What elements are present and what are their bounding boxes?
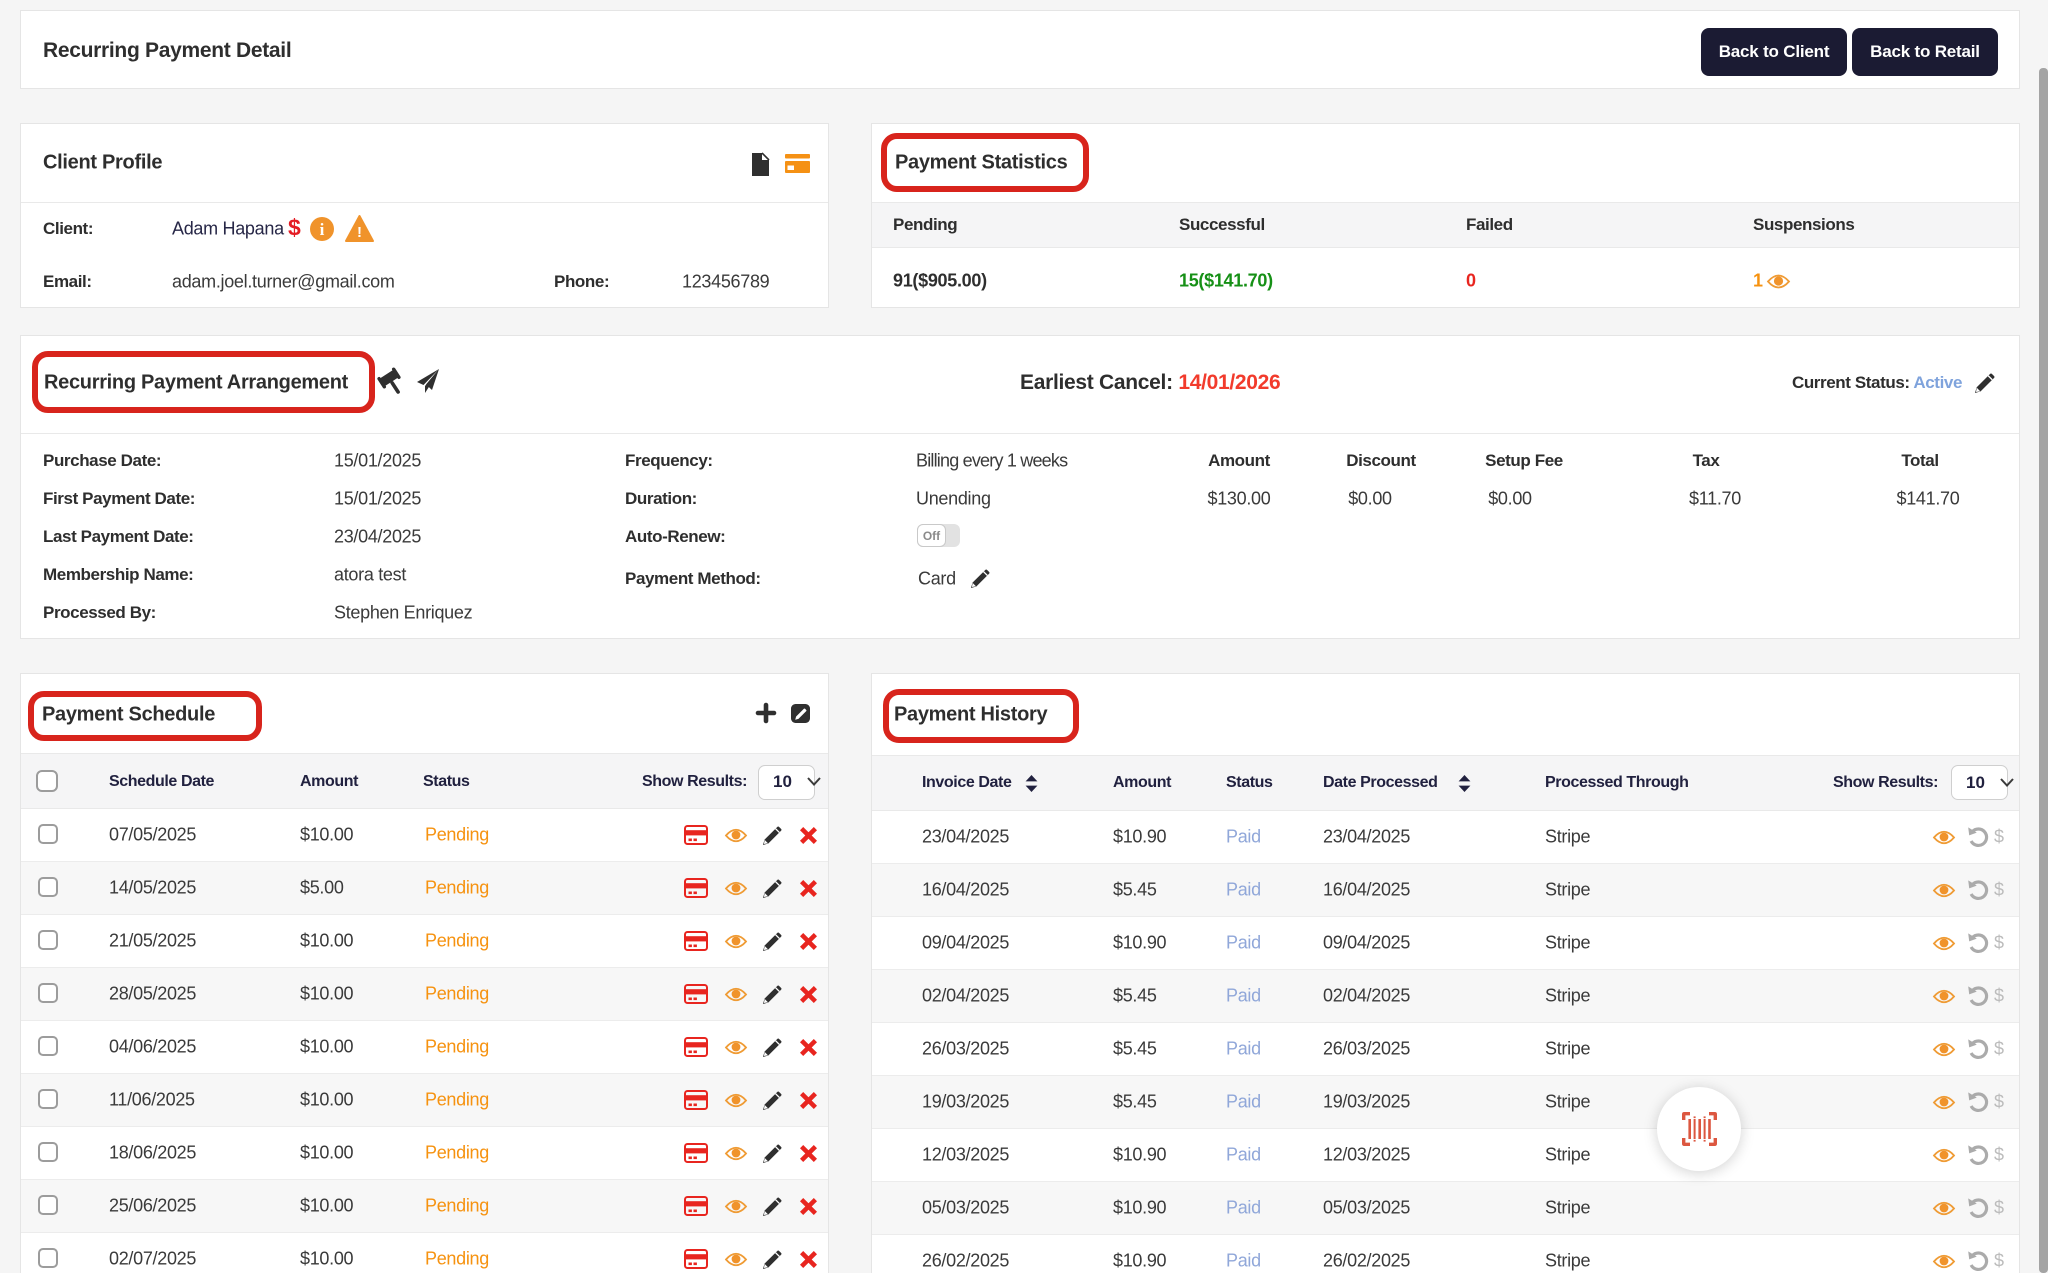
svg-text:!: ! xyxy=(357,224,362,241)
svg-text:i: i xyxy=(320,220,325,239)
